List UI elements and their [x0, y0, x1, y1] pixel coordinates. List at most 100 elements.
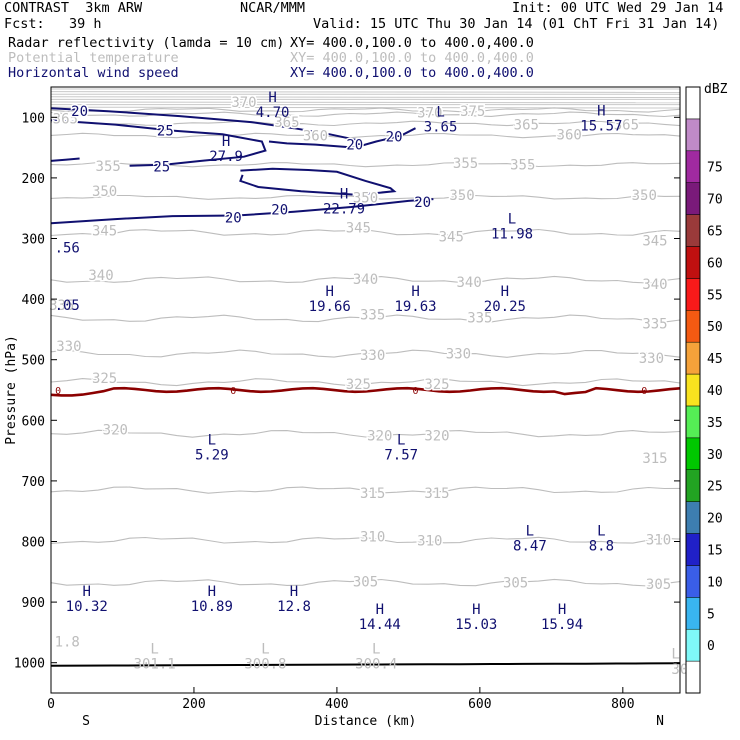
colorbar-swatch: [685, 469, 701, 502]
theta-contour-330: [50, 349, 681, 358]
extremum-low-marker: L: [597, 523, 605, 539]
colorbar-level-label: 30: [707, 448, 723, 463]
extremum-value: 15.57: [580, 118, 622, 134]
freezing-level-label: 0: [55, 386, 61, 397]
extremum-value: 15.03: [455, 617, 497, 633]
extremum-low-marker: L: [150, 642, 158, 658]
edge-label: L: [671, 647, 679, 663]
theta-label: 310: [417, 533, 442, 549]
theta-label: 315: [424, 486, 449, 502]
colorbar-level-label: 35: [707, 416, 723, 431]
field-xy-wind: XY= 400.0,100.0 to 400.0,400.0: [290, 65, 534, 81]
colorbar-swatch: [685, 86, 701, 120]
edge-label: 1.8: [55, 634, 80, 650]
extremum-value: 8.8: [589, 538, 614, 554]
wind-contour-3: [239, 167, 397, 196]
extremum-high-marker: H: [558, 602, 566, 618]
colorbar-swatch: [685, 118, 701, 152]
y-tick-label: 700: [22, 475, 45, 490]
theta-label: 315: [642, 451, 667, 467]
colorbar-level-label: 20: [707, 512, 723, 527]
extremum-value: 7.57: [384, 448, 418, 464]
colorbar-swatch: [685, 405, 701, 439]
forecast-hour: Fcst: 39 h: [4, 16, 102, 32]
theta-label: 365: [514, 118, 539, 134]
colorbar-unit: dBZ: [704, 82, 728, 97]
wind-contour-4: [50, 198, 434, 225]
x-tick-label: 600: [468, 697, 491, 712]
x-axis-label: Distance (km): [315, 714, 417, 729]
extremum-value: 8.47: [513, 538, 547, 554]
theta-label: 320: [367, 428, 392, 444]
theta-label: 330: [639, 351, 664, 367]
colorbar-level-label: 75: [707, 161, 723, 176]
theta-label: 325: [92, 371, 117, 387]
theta-label: 310: [646, 533, 671, 549]
field-xy-theta: XY= 400.0,100.0 to 400.0,400.0: [290, 50, 534, 66]
colorbar-frame: [685, 86, 701, 694]
theta-label: 365: [274, 115, 299, 131]
colorbar-swatch: [685, 628, 701, 662]
freezing-level-label: 0: [413, 386, 419, 397]
colorbar-swatch: [685, 565, 701, 598]
extremum-value: 3.65: [424, 120, 458, 136]
theta-label: 315: [360, 486, 385, 502]
theta-contours: [50, 88, 681, 587]
theta-contour-360: [50, 132, 681, 139]
colorbar-swatch: [685, 150, 701, 183]
theta-label: 355: [510, 158, 535, 174]
colorbar-swatch: [685, 278, 701, 311]
theta-label: 340: [353, 272, 378, 288]
init-time: Init: 00 UTC Wed 29 Jan 14: [512, 0, 724, 16]
model-title: CONTRAST 3km ARW: [4, 0, 143, 16]
x-tick-label: 200: [182, 697, 205, 712]
extremum-high-marker: H: [208, 584, 216, 600]
plot-frame: [50, 86, 681, 694]
theta-label: 330: [446, 347, 471, 363]
field-xy-reflectivity: XY= 400.0,100.0 to 400.0,400.0: [290, 35, 534, 51]
theta-label: 340: [642, 277, 667, 293]
y-tick-label: 900: [22, 596, 45, 611]
extremum-high-marker: H: [340, 187, 348, 203]
colorbar-level-label: 5: [707, 607, 715, 622]
wind-label: 20: [414, 195, 431, 211]
freezing-level: 0 0 0 0: [50, 386, 681, 667]
extremum-value: 19.66: [309, 299, 351, 315]
colorbar-swatch: [685, 437, 701, 470]
colorbar-swatch: [685, 373, 701, 407]
field-label-wind: Horizontal wind speed: [8, 65, 179, 81]
colorbar-level-label: 25: [707, 480, 723, 495]
field-label-reflectivity: Radar reflectivity (lamda = 10 cm): [8, 35, 285, 51]
extremum-value: 10.89: [191, 599, 233, 615]
field-label-theta: Potential temperature: [8, 50, 179, 66]
x-tick-label: 400: [325, 697, 348, 712]
y-tick-label: 200: [22, 172, 45, 187]
theta-label: 370: [231, 95, 256, 111]
extremum-high-marker: H: [268, 90, 276, 106]
theta-label: 345: [439, 230, 464, 246]
extremum-value: 22.79: [323, 202, 365, 218]
theta-label: 310: [360, 530, 385, 546]
theta-label: 325: [346, 377, 371, 393]
extremum-value: 5.29: [195, 448, 229, 464]
theta-label: 340: [88, 268, 113, 284]
extremum-value: 301.1: [134, 657, 176, 673]
wind-contour-0: [50, 107, 359, 142]
colorbar-swatch: [685, 341, 701, 375]
theta-label: 330: [360, 348, 385, 364]
wind-label: 20: [346, 138, 363, 154]
extremum-value: 300.8: [244, 657, 286, 673]
colorbar-level-label: 50: [707, 320, 723, 335]
theta-contour-top: [50, 91, 681, 93]
colorbar-level-label: 70: [707, 193, 723, 208]
extremum-high-marker: H: [597, 103, 605, 119]
y-tick-label: 600: [22, 414, 45, 429]
extremum-value: 19.63: [394, 299, 436, 315]
wind-label: 20: [225, 210, 242, 226]
colorbar-level-label: 60: [707, 256, 723, 271]
extremum-low-marker: L: [208, 433, 216, 449]
y-tick-label: 500: [22, 354, 45, 369]
theta-contour-320: [50, 429, 681, 438]
wind-contour-2: [50, 157, 80, 162]
